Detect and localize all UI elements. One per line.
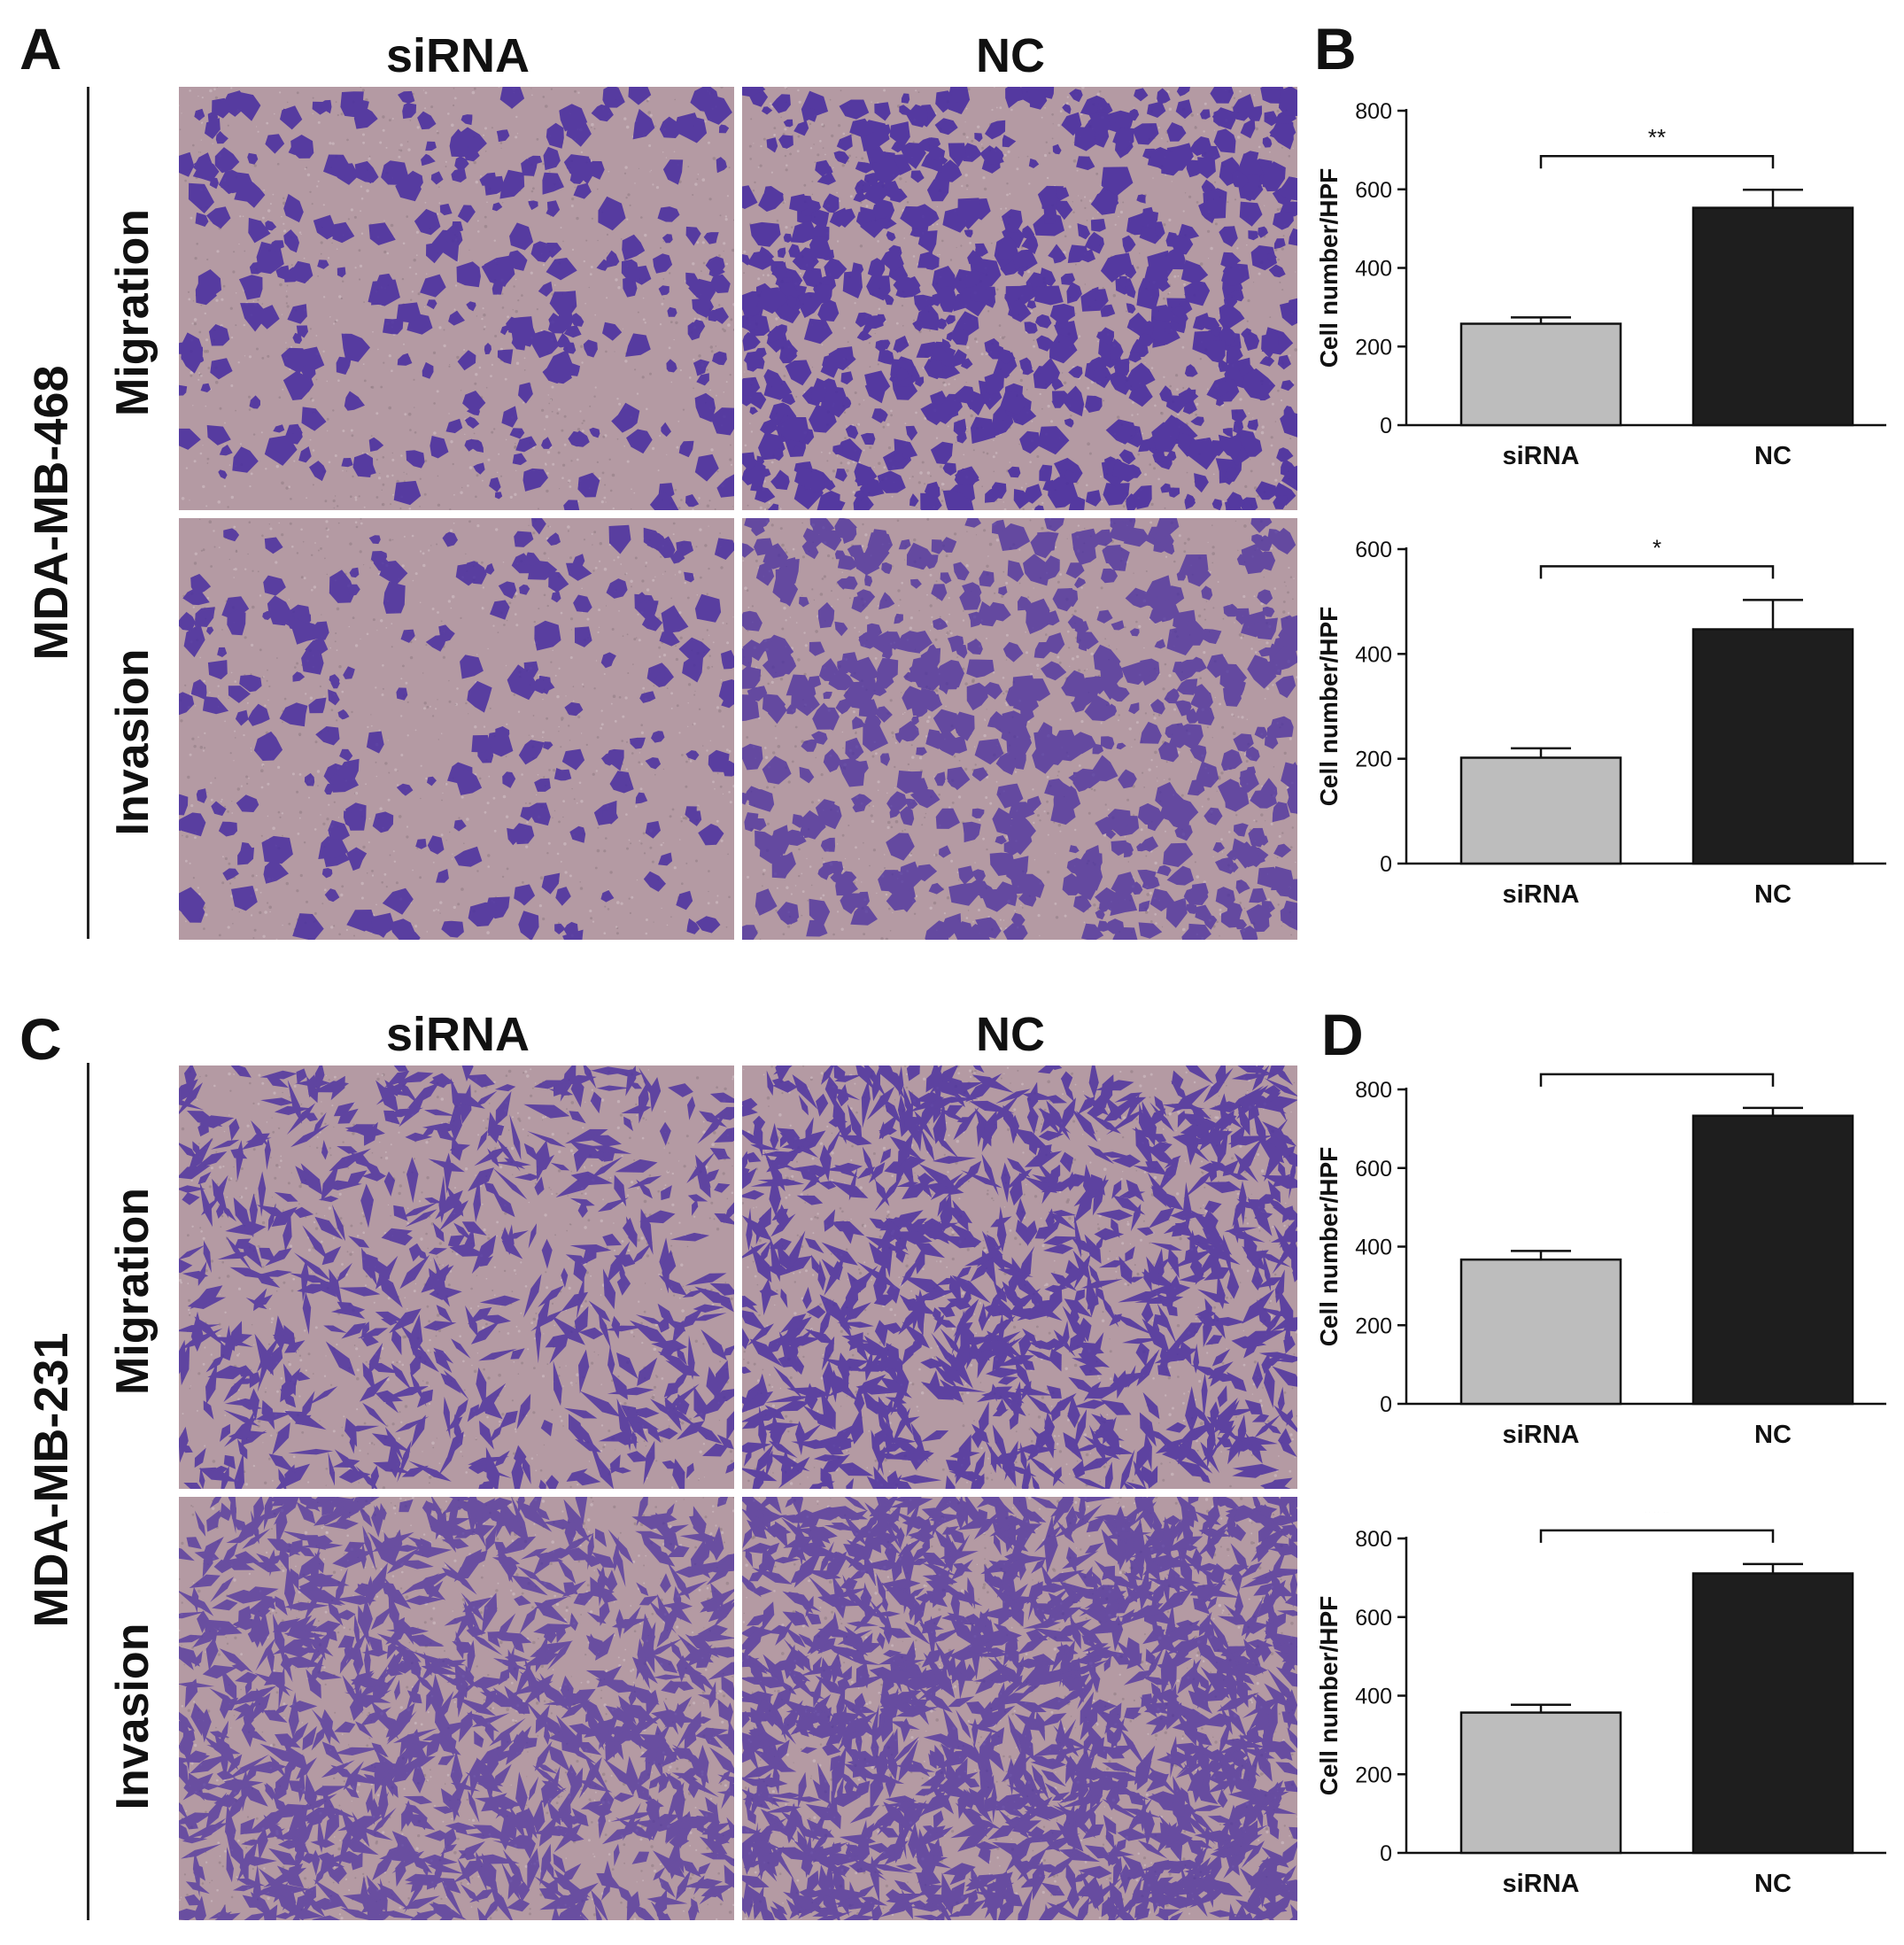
significance-label: *** xyxy=(1644,1512,1670,1525)
bar-nc xyxy=(1691,206,1854,427)
column-header-nc-top: NC xyxy=(976,29,1045,82)
row-label-invasion-bottom: Invasion xyxy=(107,1623,159,1810)
significance-bracket xyxy=(1539,565,1775,579)
x-tick-label: siRNA xyxy=(1502,1870,1579,1898)
cell-line-label-bottom: MDA-MB-231 xyxy=(25,1332,78,1628)
micrograph-468-migration-sirna xyxy=(179,87,734,510)
y-tick-label: 200 xyxy=(1355,335,1392,360)
y-tick-label: 400 xyxy=(1355,257,1392,282)
chart-d-invasion: Cell number/HPF 0 200 400 600 800 siRNA NC *** xyxy=(1311,1499,1895,1910)
row-label-migration-bottom: Migration xyxy=(107,1188,159,1395)
chart-d-migration: Cell number/HPF 0 200 400 600 800 siRNA NC *** xyxy=(1311,1042,1895,1461)
panel-letter-b: B xyxy=(1314,16,1357,81)
bar-nc xyxy=(1691,628,1854,865)
x-tick-label: NC xyxy=(1754,1870,1792,1898)
cell-line-divider-top xyxy=(87,87,89,939)
y-tick-label: 200 xyxy=(1355,748,1392,772)
y-tick-label: 0 xyxy=(1380,1392,1392,1417)
micrograph-468-migration-nc xyxy=(742,87,1297,510)
x-tick-label: NC xyxy=(1754,880,1792,909)
column-header-sirna-top: siRNA xyxy=(385,29,530,82)
significance-label: *** xyxy=(1644,1063,1670,1069)
x-tick-label: NC xyxy=(1754,442,1792,470)
x-tick-label: siRNA xyxy=(1502,880,1579,909)
y-tick-label: 0 xyxy=(1380,852,1392,877)
significance-bracket xyxy=(1539,1529,1775,1543)
bar-sirna xyxy=(1459,322,1622,427)
significance-label: * xyxy=(1652,534,1661,561)
y-tick-label: 800 xyxy=(1355,1527,1392,1552)
y-axis-label: Cell number/HPF xyxy=(1315,1147,1343,1347)
column-header-nc-bottom: NC xyxy=(976,1008,1045,1061)
chart-b-invasion: Cell number/HPF 0 200 400 600 siRNA NC * xyxy=(1311,523,1895,921)
y-tick-label: 0 xyxy=(1380,414,1392,438)
micrograph-468-invasion-sirna xyxy=(179,518,734,940)
bar-nc xyxy=(1691,1572,1854,1855)
x-tick-label: siRNA xyxy=(1502,442,1579,470)
row-label-invasion-top: Invasion xyxy=(107,648,159,836)
x-tick-label: NC xyxy=(1754,1421,1792,1449)
bar-sirna xyxy=(1459,1258,1622,1406)
x-tick-label: siRNA xyxy=(1502,1421,1579,1449)
y-tick-label: 400 xyxy=(1355,642,1392,667)
bar-sirna xyxy=(1459,1711,1622,1855)
y-axis-label: Cell number/HPF xyxy=(1315,1596,1343,1796)
panel-letter-d: D xyxy=(1321,1002,1364,1067)
cell-line-divider-bottom xyxy=(87,1063,89,1920)
y-tick-label: 800 xyxy=(1355,1078,1392,1103)
micrograph-231-invasion-sirna xyxy=(179,1497,734,1920)
significance-bracket xyxy=(1539,154,1775,169)
bar-sirna xyxy=(1459,756,1622,865)
significance-label: ** xyxy=(1648,124,1666,151)
panel-letter-a: A xyxy=(19,16,62,81)
y-axis-label: Cell number/HPF xyxy=(1315,168,1343,368)
y-axis-label: Cell number/HPF xyxy=(1315,607,1343,807)
micrograph-231-migration-nc xyxy=(742,1065,1297,1489)
micrograph-231-invasion-nc xyxy=(742,1497,1297,1920)
panel-letter-c: C xyxy=(19,1006,62,1072)
y-tick-label: 400 xyxy=(1355,1236,1392,1260)
y-tick-label: 200 xyxy=(1355,1313,1392,1338)
y-tick-label: 600 xyxy=(1355,1157,1392,1182)
chart-b-migration: Cell number/HPF 0 200 400 600 800 siRNA NC ** xyxy=(1311,84,1895,483)
y-tick-label: 600 xyxy=(1355,178,1392,203)
micrograph-231-migration-sirna xyxy=(179,1065,734,1489)
y-tick-label: 0 xyxy=(1380,1841,1392,1866)
y-tick-label: 600 xyxy=(1355,1606,1392,1631)
y-tick-label: 200 xyxy=(1355,1763,1392,1787)
bar-nc xyxy=(1691,1114,1854,1406)
significance-bracket xyxy=(1539,1073,1775,1087)
y-tick-label: 800 xyxy=(1355,99,1392,124)
y-tick-label: 400 xyxy=(1355,1685,1392,1709)
row-label-migration-top: Migration xyxy=(107,209,159,416)
cell-line-label-top: MDA-MB-468 xyxy=(25,365,78,661)
micrograph-468-invasion-nc xyxy=(742,518,1297,940)
column-header-sirna-bottom: siRNA xyxy=(385,1008,530,1061)
y-tick-label: 600 xyxy=(1355,538,1392,562)
